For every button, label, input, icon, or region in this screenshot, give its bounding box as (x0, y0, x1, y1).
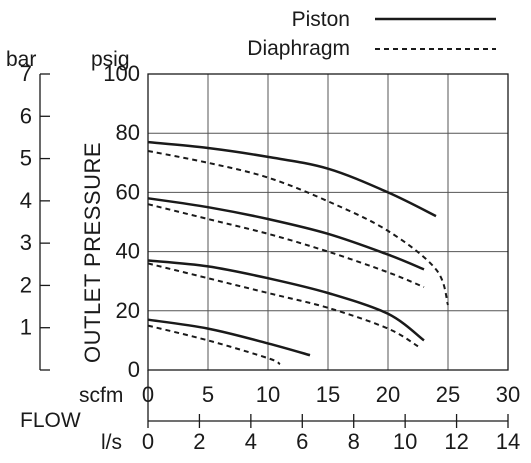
bar-tick-label-6: 6 (20, 103, 32, 128)
scfm-tick-label-25: 25 (436, 382, 460, 407)
psig-tick-label-80: 80 (116, 120, 140, 145)
y-axis-title: OUTLET PRESSURE (80, 142, 105, 363)
series-line-diaphragm-7 (147, 262, 419, 348)
series-line-piston-3 (147, 259, 425, 342)
psig-tick-label-40: 40 (116, 239, 140, 264)
psig-unit-label: psig (91, 48, 130, 71)
series-line-diaphragm-5 (147, 150, 449, 306)
ls-tick-label-2: 2 (193, 429, 205, 454)
bar-tick-label-5: 5 (20, 146, 32, 171)
bar-tick-label-4: 4 (20, 188, 32, 213)
scfm-tick-label-10: 10 (256, 382, 280, 407)
scfm-tick-label-20: 20 (376, 382, 400, 407)
ls-tick-label-8: 8 (348, 429, 360, 454)
ls-tick-label-10: 10 (393, 429, 417, 454)
psig-tick-label-20: 20 (116, 298, 140, 323)
series-line-piston-2 (147, 197, 425, 271)
bar-tick-label-1: 1 (20, 315, 32, 340)
bar-tick-label-2: 2 (20, 272, 32, 297)
ls-tick-label-0: 0 (142, 429, 154, 454)
scfm-tick-label-5: 5 (202, 382, 214, 407)
legend-label-diaphragm: Diaphragm (247, 37, 350, 60)
series-group (147, 140, 449, 365)
legend-label-piston: Piston (292, 8, 350, 31)
scfm-tick-label-15: 15 (316, 382, 340, 407)
ls-tick-label-12: 12 (444, 429, 468, 454)
ls-unit-label: l/s (101, 431, 122, 454)
bar-tick-label-3: 3 (20, 230, 32, 255)
ls-tick-label-14: 14 (496, 429, 520, 454)
psig-tick-label-60: 60 (116, 179, 140, 204)
bar-tick-label-7: 7 (20, 61, 32, 86)
ls-tick-label-6: 6 (296, 429, 308, 454)
series-line-piston-1 (147, 140, 437, 218)
psig-tick-label-0: 0 (128, 357, 140, 382)
grid (147, 73, 509, 371)
plot-frame (147, 73, 509, 371)
series-line-piston-4 (147, 318, 311, 357)
plot-border (147, 73, 509, 371)
bar-unit-label: bar (6, 48, 36, 71)
series-line-diaphragm-8 (147, 324, 281, 365)
scfm-tick-label-30: 30 (496, 382, 520, 407)
psig-tick-label-100: 100 (103, 61, 140, 86)
ls-tick-label-4: 4 (245, 429, 257, 454)
scfm-unit-label: scfm (79, 384, 123, 407)
series-line-diaphragm-6 (147, 203, 425, 289)
x-axis-title: FLOW (20, 409, 81, 432)
legend: Piston Diaphragm (247, 8, 496, 60)
